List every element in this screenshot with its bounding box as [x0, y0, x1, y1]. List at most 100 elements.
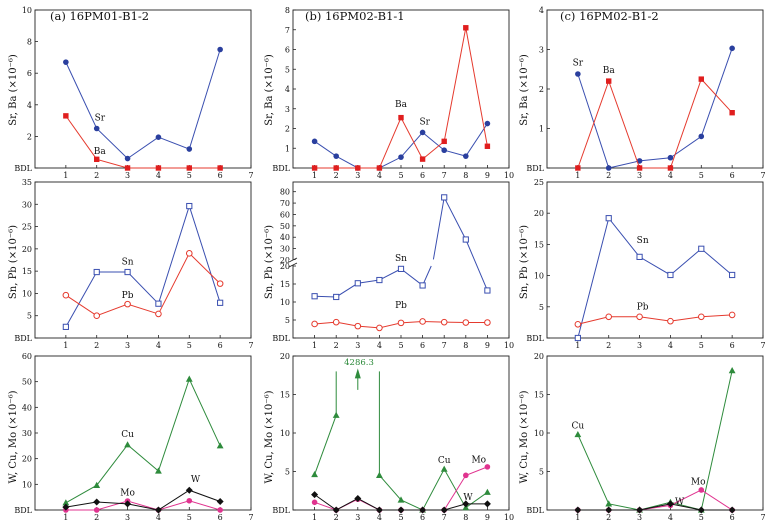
mid_a-ytick-label: 5: [27, 312, 32, 321]
bot_c-cu-point: [605, 500, 613, 507]
mid_b-pb-label: Pb: [395, 301, 407, 311]
mid_c-sn-point: [636, 253, 643, 260]
mid_b-pb-point: [419, 318, 426, 325]
mid_a-ytick-label: 15: [22, 267, 32, 276]
mid_b-sn-point: [333, 293, 340, 301]
mid_c-xtick-label: 4: [668, 341, 673, 350]
top_a-ba-label: Ba: [94, 147, 107, 157]
mid_a-ytick-label: 30: [22, 200, 32, 209]
plot-layer: 1 2 3 4 5 6 7 BDL 2 4 6 8 10 Sr Ba 1 2 3 4 5 6 7 8 9 10 BDL 1 2 3 4 5 6…: [14, 6, 765, 522]
top_b-sr-point: [484, 120, 491, 127]
mid_c-sn-point: [605, 215, 612, 222]
top_b-ba-point: [398, 114, 404, 121]
bot_a-cu-point: [93, 481, 101, 488]
bot_a-ytick-label: 20: [22, 455, 32, 464]
bot_b-w-point: [483, 500, 491, 508]
ylabel-mid-a: Sn, Pb (×10⁻⁶): [8, 225, 19, 299]
top_b-sr-point: [441, 147, 448, 154]
bot_c-w-point: [636, 506, 644, 514]
mid_b-ytick-label: 60: [280, 210, 290, 219]
mid_a-pb-point: [185, 250, 193, 257]
mid_b-xtick-label: 5: [398, 341, 403, 350]
bot_a-ytick-label: 10: [22, 480, 32, 489]
mid_c-ytick-label: 20: [534, 209, 544, 218]
bot_c-w-line: [577, 503, 733, 511]
mid_b-axis-break-mark: [288, 262, 298, 268]
mid_c-sn-point: [698, 245, 705, 252]
mid_b-ytick-label: 50: [280, 222, 290, 231]
top_b-sr-point: [463, 153, 469, 159]
mid_a-frame: [34, 181, 252, 339]
cu-peak-label: 4286.3: [344, 358, 374, 368]
top_c-xtick-label: 4: [668, 171, 673, 180]
bot_a-ytick-label: 40: [22, 403, 32, 412]
bot_a-w-point: [93, 498, 101, 506]
top_b-xtick-label: 1: [312, 171, 317, 180]
top_b-sr-label: Sr: [420, 118, 431, 128]
mid_b-ytick-label: 80: [280, 188, 290, 197]
top_a-sr-label: Sr: [95, 114, 106, 124]
bot_b-w-point: [375, 506, 383, 514]
bot_b-cu-point: [397, 496, 405, 503]
ylabel-top-a: Sr, Ba (×10⁻⁶): [8, 54, 19, 126]
bot_a-mo-label: Mo: [120, 488, 135, 498]
mid_b-axis-break-mark: [288, 257, 298, 263]
bot_b-xtick-label: 6: [420, 513, 425, 522]
top_b-sr-point: [419, 129, 426, 136]
top_c-xtick-label: 2: [606, 171, 611, 180]
bot_a-cu-label: Cu: [121, 430, 134, 440]
bot_b-w-point: [462, 500, 470, 508]
top_b-ba-point: [463, 25, 469, 31]
bot_b-xtick-label: 7: [442, 513, 447, 522]
top_b-ytick-label: 1: [285, 144, 290, 153]
bot_a-ytick-label: 50: [22, 378, 32, 387]
bot_a-mo-point: [186, 497, 193, 504]
top_a-sr-point: [155, 134, 162, 140]
top_b-ytick-label: 7: [285, 26, 290, 35]
mid_a-sn-line: [65, 204, 221, 328]
mid_a-ytick-label: BDL: [14, 334, 32, 343]
mid_a-sn-point: [186, 202, 193, 210]
top_a-ba-point: [63, 113, 69, 119]
bot_a-xtick-label: 2: [94, 513, 99, 522]
bot_a-mo-point: [217, 507, 223, 513]
bot_a-xtick-label: 4: [156, 513, 161, 522]
top_b-ba-point: [441, 138, 447, 145]
mid_a-pb-point: [216, 280, 224, 287]
bot_c-cu-line: [577, 370, 733, 511]
mid_c-pb-label: Pb: [637, 302, 649, 312]
ylabel-mid-b: Sn, Pb (×10⁻⁶): [264, 225, 275, 299]
mid_c-ytick-label: 25: [534, 178, 544, 187]
bot_a-xtick-label: 5: [187, 513, 192, 522]
top_a-ytick-label: 4: [27, 101, 32, 110]
bot_c-mo-label: Mo: [691, 478, 706, 488]
bot_b-xtick-label: 4: [377, 513, 382, 522]
mid_b-xtick-label: 1: [312, 341, 317, 350]
mid_c-pb-point: [667, 317, 674, 325]
bot_a-cu-point: [155, 467, 162, 474]
bot_b-cu-point: [376, 471, 383, 478]
bot_a-w-label: W: [191, 475, 201, 485]
mid_c-pb-point: [697, 313, 705, 321]
mid_c-xtick-label: 3: [637, 341, 642, 350]
bot_b-mo-point: [463, 472, 469, 479]
ylabel-bot-c: W, Cu, Mo (×10⁻⁶): [519, 390, 530, 483]
top_b-sr-point: [311, 138, 318, 145]
ylabel-top-c: Sr, Ba (×10⁻⁶): [519, 54, 530, 126]
mid_c-pb-line: [577, 314, 733, 325]
bot_b-cu-label: Cu: [438, 456, 451, 466]
bot_c-xtick-label: 4: [668, 513, 673, 522]
bot_a-mo-line: [65, 500, 221, 511]
top_a-sr-point: [93, 125, 100, 132]
bot_b-ytick-label: BDL: [272, 506, 290, 515]
bot_a-w-point: [62, 503, 70, 511]
bot_b-cu-peak-arrow-head: [354, 368, 361, 379]
top_a-ytick-label: 8: [27, 38, 32, 47]
mid_b-xtick-label: 6: [420, 341, 425, 350]
top_a-xtick-label: 2: [94, 171, 99, 180]
bot_c-ytick-label: 10: [534, 429, 544, 438]
mid_b-ytick-label: 40: [280, 233, 290, 242]
mid_c-sn-point: [667, 271, 674, 279]
mid_b-pb-point: [484, 319, 491, 326]
